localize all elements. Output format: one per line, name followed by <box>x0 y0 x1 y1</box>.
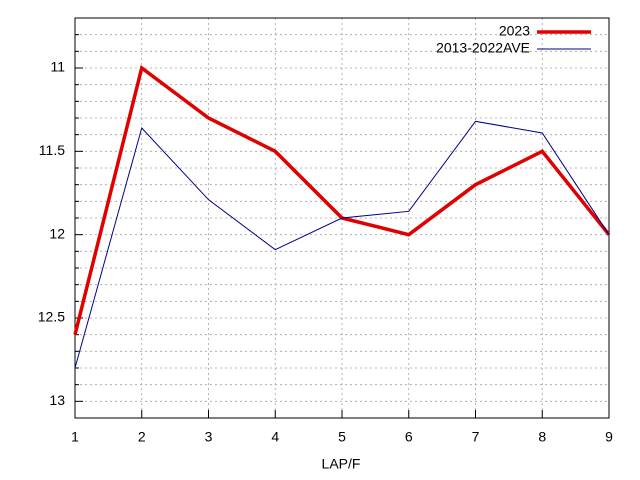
x-tick-label: 8 <box>538 429 546 445</box>
x-tick-label: 6 <box>405 429 413 445</box>
plot-frame <box>74 17 610 419</box>
y-tick-label: 11.5 <box>39 142 65 158</box>
y-tick-label: 12.5 <box>38 309 65 325</box>
x-tick-label: 2 <box>138 429 146 445</box>
x-tick-label: 9 <box>605 429 613 445</box>
legend-label: 2013-2022AVE <box>436 40 530 56</box>
x-tick-label: 1 <box>71 429 79 445</box>
x-axis-label: LAP/F <box>322 456 361 472</box>
x-tick-label: 5 <box>338 429 346 445</box>
x-tick-label: 7 <box>472 429 480 445</box>
y-tick-label: 11 <box>50 59 65 75</box>
x-tick-label: 3 <box>205 429 213 445</box>
y-tick-label: 13 <box>49 392 65 408</box>
x-tick-label: 4 <box>271 429 279 445</box>
y-tick-label: 12 <box>49 225 65 241</box>
legend-label: 2023 <box>499 23 530 39</box>
series-line <box>74 120 610 369</box>
